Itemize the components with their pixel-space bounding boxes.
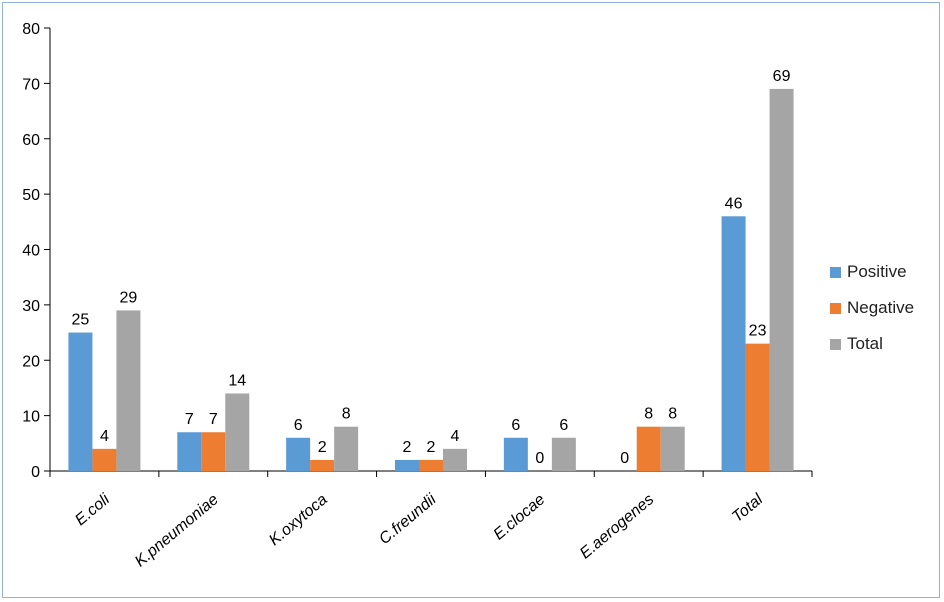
data-label: 2 [427,439,436,456]
x-category-label: K.oxytoca [266,491,331,549]
data-label: 6 [559,417,568,434]
legend-label: Total [847,334,883,353]
chart-legend: Positive Negative Total [830,254,914,362]
y-tick-label: 30 [22,298,40,315]
legend-item-total: Total [830,326,914,362]
x-category-label: C.freundii [376,491,440,548]
legend-label: Negative [847,298,915,317]
data-label: 14 [228,372,246,389]
y-tick-label: 50 [22,187,40,204]
data-label: 8 [644,406,653,423]
bar-total-6 [769,88,794,471]
legend-swatch [830,266,841,278]
bar-total-5 [660,426,685,471]
data-label: 8 [668,406,677,423]
bar-total-4 [551,437,576,471]
data-label: 6 [294,417,303,434]
bar-positive-1 [177,432,202,471]
bar-total-0 [116,310,141,471]
bar-negative-0 [92,448,117,471]
x-category-label: Total [729,491,766,526]
bar-negative-3 [419,459,443,471]
bar-positive-2 [286,437,311,471]
data-label: 25 [72,312,90,329]
bar-negative-6 [745,343,770,471]
legend-item-positive: Positive [830,254,914,290]
bar-positive-0 [68,332,93,471]
data-label: 2 [403,439,412,456]
x-category-label: E.clocae [490,491,548,544]
x-category-label: K.pneumoniae [132,491,222,570]
data-label: 7 [185,411,194,428]
x-category-label: E.aerogenes [577,491,657,562]
data-label: 0 [620,450,629,467]
data-label: 2 [318,439,327,456]
y-tick-label: 40 [22,243,40,260]
data-label: 0 [535,450,544,467]
x-category-label: E.coli [72,491,113,529]
bar-positive-6 [721,216,746,471]
y-tick-label: 20 [22,353,40,370]
data-label: 46 [725,195,743,212]
data-label: 4 [100,428,109,445]
bar-negative-1 [201,432,226,471]
bar-negative-2 [310,459,335,471]
bar-positive-4 [503,437,528,471]
data-label: 8 [342,406,351,423]
y-tick-label: 80 [22,21,40,38]
bar-total-1 [225,393,250,471]
bar-total-3 [443,448,467,471]
legend-swatch [830,302,841,314]
data-label: 6 [511,417,520,434]
data-label: 4 [451,428,460,445]
y-tick-label: 0 [31,464,40,481]
bar-negative-5 [636,426,661,471]
legend-label: Positive [847,262,907,281]
data-label: 7 [209,411,218,428]
legend-swatch [830,338,841,350]
y-tick-label: 70 [22,76,40,93]
data-label: 29 [120,289,138,306]
y-tick-label: 60 [22,132,40,149]
legend-item-negative: Negative [830,290,914,326]
data-label: 69 [773,68,791,85]
bar-positive-3 [395,459,419,471]
y-tick-label: 10 [22,409,40,426]
data-label: 23 [749,323,767,340]
bar-total-2 [334,426,359,471]
